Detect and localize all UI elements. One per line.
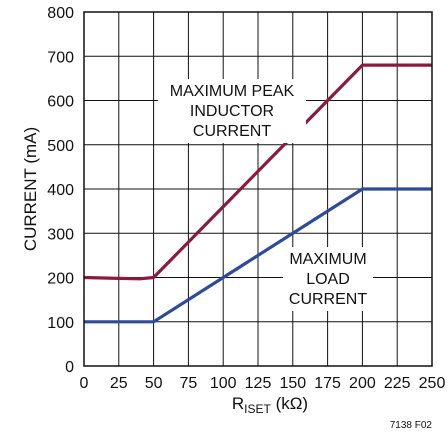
x-tick-label: 125 xyxy=(245,375,272,392)
figure-id: 7138 F02 xyxy=(390,420,433,431)
annotation-line: INDUCTOR xyxy=(190,103,274,120)
plot-frame xyxy=(83,11,433,367)
x-tick-label: 200 xyxy=(349,375,376,392)
x-tick-label: 250 xyxy=(419,375,446,392)
x-axis-label-unit: (kΩ) xyxy=(271,394,308,413)
y-axis-label: CURRENT (mA) xyxy=(21,127,40,251)
y-tick-label: 500 xyxy=(47,138,74,155)
y-tick-label: 300 xyxy=(47,226,74,243)
y-tick-label: 700 xyxy=(47,49,74,66)
annotation-line: MAXIMUM xyxy=(289,251,366,268)
x-tick-label: 25 xyxy=(110,375,128,392)
x-axis-label-sub: ISET xyxy=(244,402,271,416)
x-tick-label: 225 xyxy=(384,375,411,392)
y-tick-label: 600 xyxy=(47,94,74,111)
annotation-line: LOAD xyxy=(306,271,350,288)
annotation-backgrounds xyxy=(158,79,373,311)
series-line-load-current xyxy=(84,187,432,324)
x-axis-label: RISET (kΩ) xyxy=(232,394,308,416)
annotation-line: CURRENT xyxy=(193,123,271,140)
x-axis-label-main: R xyxy=(232,394,244,413)
annotation-background xyxy=(283,247,373,311)
annotation-background xyxy=(158,79,306,143)
x-tick-label: 150 xyxy=(279,375,306,392)
y-tick-label: 200 xyxy=(47,271,74,288)
annotations: MAXIMUM PEAK INDUCTOR CURRENT MAXIMUM LOAD CU… xyxy=(170,83,368,308)
x-tick-label: 100 xyxy=(210,375,237,392)
annotation-line: CURRENT xyxy=(289,291,367,308)
y-tick-label: 0 xyxy=(65,359,74,376)
y-tick-labels: 0 100 200 300 400 500 600 700 800 xyxy=(47,5,74,376)
y-tick-label: 400 xyxy=(47,182,74,199)
annotation-line: MAXIMUM PEAK xyxy=(170,83,295,100)
y-tick-label: 800 xyxy=(47,5,74,22)
x-tick-label: 175 xyxy=(314,375,341,392)
x-tick-labels: 0 25 50 75 100 125 150 175 200 225 250 xyxy=(80,375,446,392)
x-tick-label: 0 xyxy=(80,375,89,392)
series-lines xyxy=(83,63,432,324)
y-tick-label: 100 xyxy=(47,315,74,332)
x-tick-label: 50 xyxy=(145,375,163,392)
series-line-peak-inductor-current xyxy=(83,63,432,281)
x-tick-label: 75 xyxy=(180,375,198,392)
